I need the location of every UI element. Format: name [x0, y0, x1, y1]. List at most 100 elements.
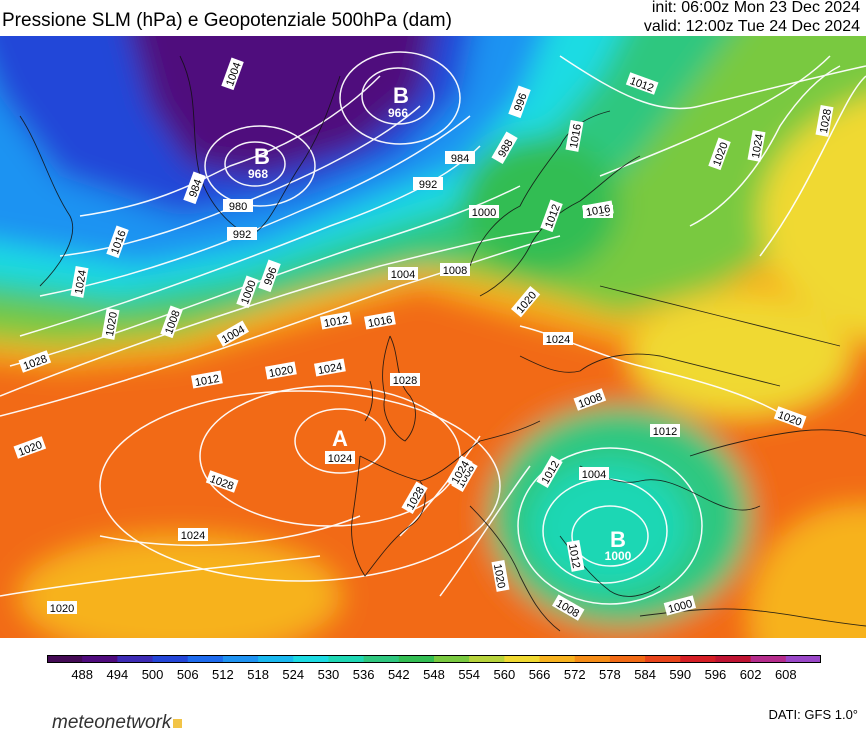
- isobar-label: 996: [508, 85, 531, 119]
- colorbar-tick-label: 518: [247, 667, 269, 682]
- isobar-label-bg: [573, 388, 607, 411]
- colorbar-segment: [222, 655, 259, 663]
- isobar-label-bg: [101, 308, 120, 340]
- isobar-label: 1004: [388, 267, 418, 281]
- isobar-label-text: 1016: [367, 314, 393, 330]
- isobar-label: 1008: [440, 263, 470, 277]
- isobar-label-bg: [508, 85, 531, 119]
- isobar-label: 1024: [314, 358, 346, 377]
- colorbar-border: [47, 655, 821, 663]
- isobar-label-bg: [18, 350, 52, 373]
- isobar-label-text: 1020: [50, 603, 74, 615]
- isobar-label: 1024: [70, 266, 89, 298]
- isobar-label-text: 1024: [181, 530, 205, 542]
- isobar-label-text: 992: [419, 179, 437, 191]
- isobar-label: 1016: [364, 311, 396, 330]
- isobar-label-bg: [205, 470, 239, 493]
- weather-map: B 968 B 966 A 1033 B 1000 1004 984 980 992 9…: [0, 36, 866, 638]
- colorbar-segment: [293, 655, 329, 663]
- isobar-label-bg: [265, 361, 297, 380]
- map-title: Pressione SLM (hPa) e Geopotenziale 500h…: [2, 10, 452, 31]
- isobar-label-text: 1012: [566, 543, 582, 569]
- low-pressure-symbol: B: [393, 83, 409, 108]
- isobar-label: 1016: [565, 120, 584, 152]
- colorbar-tick-label: 566: [529, 667, 551, 682]
- isobar-label-bg: [227, 227, 257, 240]
- isobar-label-bg: [364, 311, 396, 330]
- isobar-label-bg: [178, 528, 208, 541]
- colorbar-tick-label: 608: [775, 667, 797, 682]
- colorbar-segment: [504, 655, 541, 663]
- isobar-label-bg: [469, 205, 499, 218]
- isobar-label-bg: [70, 266, 89, 298]
- run-info: init: 06:00z Mon 23 Dec 2024 valid: 12:0…: [644, 0, 860, 36]
- colorbar-segment: [187, 655, 224, 663]
- colorbar-segment: [398, 655, 435, 663]
- isobar-label: 1012: [191, 370, 223, 389]
- low-pressure-symbol: B: [254, 144, 270, 169]
- center-value: 966: [388, 106, 408, 120]
- isobar-label-text: 1016: [585, 203, 611, 219]
- colorbar-tick-label: 494: [107, 667, 129, 682]
- isobar-label-text: 1012: [194, 373, 220, 389]
- colorbar-tick-label: 524: [282, 667, 304, 682]
- isobar-label-text: 984: [451, 153, 469, 165]
- colorbar-tick-label: 500: [142, 667, 164, 682]
- colorbar-tick-label: 548: [423, 667, 445, 682]
- isobar-label: 1004: [579, 467, 609, 481]
- isobars: [0, 51, 866, 605]
- isobar-label-text: 1004: [582, 469, 606, 481]
- isobar-label: 992: [413, 177, 443, 191]
- colorbar-segment: [539, 655, 576, 663]
- isobar-label-text: 1004: [391, 269, 415, 281]
- isobar-label-text: 1024: [317, 361, 343, 377]
- colorbar-segment: [434, 655, 470, 663]
- colorbar-segment: [82, 655, 118, 663]
- isobar-label-text: 1020: [104, 311, 120, 337]
- isobar-label-bg: [223, 199, 253, 212]
- isobar-label: 1024: [543, 332, 573, 346]
- centers: B 968 B 966 A 1033 B 1000: [248, 83, 632, 563]
- isobar-label: 1012: [566, 540, 585, 572]
- valid-time: valid: 12:00z Tue 24 Dec 2024: [643, 18, 860, 35]
- isobar-label-text: 984: [187, 178, 205, 199]
- isobar-label-bg: [191, 370, 223, 389]
- colorbar-segment: [574, 655, 611, 663]
- isobar-labels: 1004 984 980 992 996 1000 1016 1024 1020 1008 1004…: [13, 57, 834, 621]
- isobar-label-text: 980: [229, 201, 247, 213]
- colorbar: 488 494 500 506 512 518 524 530 536 542 548 554 560 5…: [47, 655, 822, 685]
- isobar-label-text: 1024: [73, 269, 89, 295]
- colorbar-tick-label: 596: [705, 667, 727, 682]
- map-svg: B 968 B 966 A 1033 B 1000 1004 984 980 992 9…: [0, 36, 866, 638]
- isobar-label: 1020: [265, 361, 297, 380]
- colorbar-tick-label: 530: [318, 667, 340, 682]
- isobar-label-text: 992: [233, 229, 251, 241]
- isobar-label: 1020: [47, 601, 77, 615]
- isobar-label-text: 1024: [328, 453, 352, 465]
- isobar-label-bg: [552, 594, 585, 621]
- isobar-label-bg: [390, 373, 420, 386]
- isobar-label-bg: [445, 151, 475, 164]
- high-pressure-symbol: A: [332, 426, 348, 451]
- isobar-label-bg: [566, 540, 585, 572]
- isobar-label-text: 1028: [818, 108, 834, 134]
- colorbar-segment: [363, 655, 400, 663]
- colorbar-tick-label: 560: [494, 667, 516, 682]
- colorbar-segment: [750, 655, 787, 663]
- center-value: 968: [248, 167, 268, 181]
- isobar-label: 1000: [469, 205, 499, 219]
- isobar-label: 1020: [101, 308, 120, 340]
- isobar-label: 1028: [815, 105, 834, 137]
- colorbar-tick-label: 602: [740, 667, 762, 682]
- isobar-label: 1020: [491, 560, 510, 592]
- isobar-label: 1024: [178, 528, 208, 542]
- colorbar-tick-label: 542: [388, 667, 410, 682]
- colorbar-segment: [469, 655, 505, 663]
- isobar-label: 984: [445, 151, 475, 165]
- colorbar-tick-label: 572: [564, 667, 586, 682]
- colorbar-segment: [47, 655, 83, 663]
- isobar-label-bg: [625, 72, 659, 95]
- isobar-label-bg: [413, 177, 443, 190]
- colorbar-segment: [609, 655, 646, 663]
- isobar-label-text: 996: [512, 92, 530, 113]
